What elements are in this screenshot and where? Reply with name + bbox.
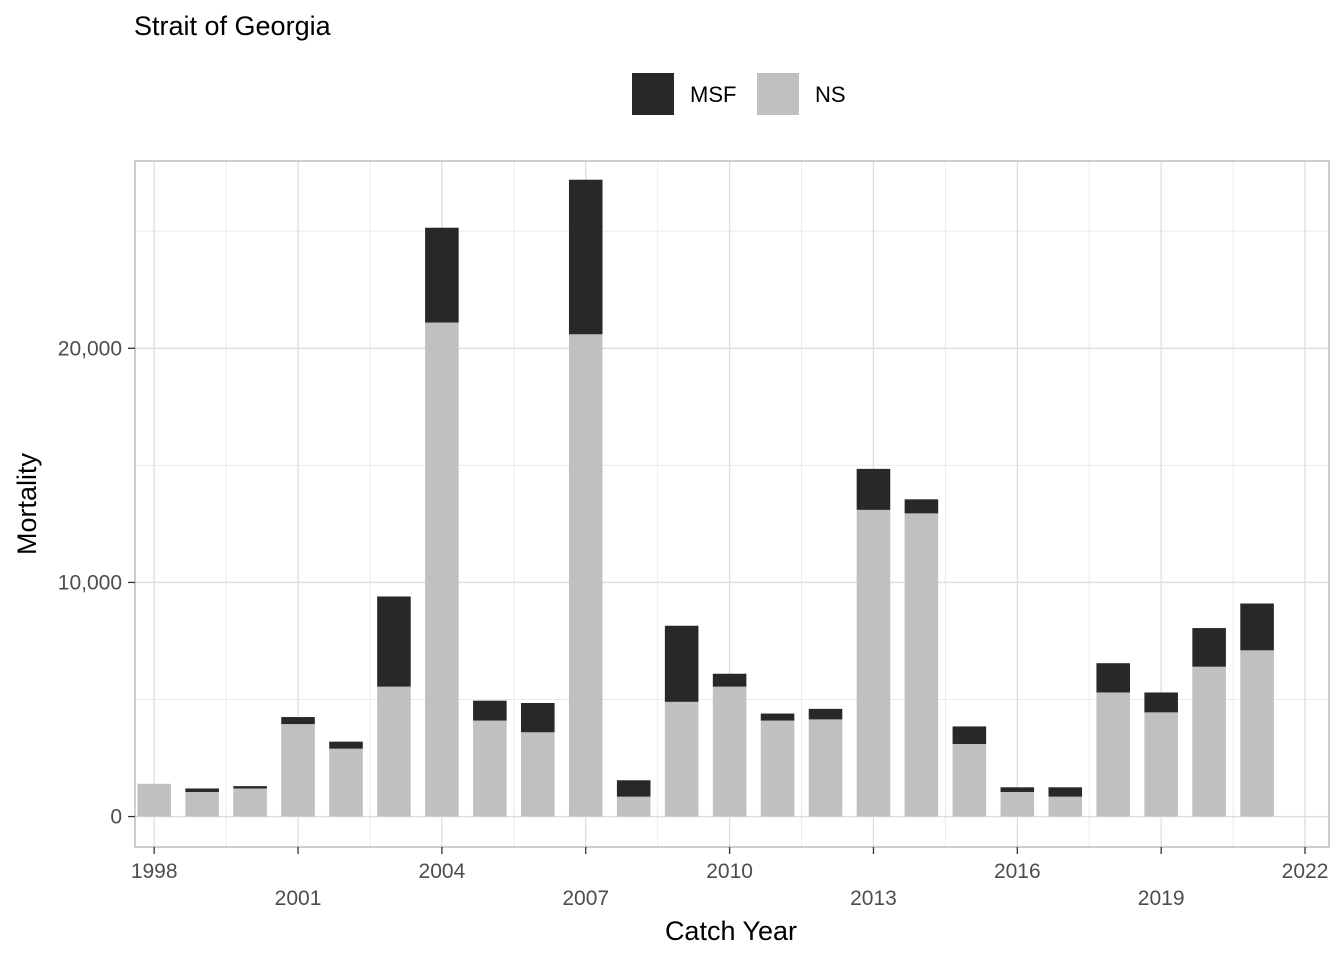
- bar-msf-2001: [281, 717, 315, 725]
- x-tick-label: 2010: [706, 860, 753, 883]
- panel-border: [134, 160, 1330, 848]
- bar-msf-2002: [329, 741, 363, 749]
- bar-msf-2014: [904, 499, 939, 514]
- x-tick-label: 2019: [1138, 887, 1185, 910]
- bar-msf-2003: [377, 596, 411, 687]
- x-tick-label: 2022: [1282, 860, 1329, 883]
- chart-title: Strait of Georgia: [134, 11, 332, 41]
- x-tick-label: 2004: [419, 860, 466, 883]
- bar-msf-2018: [1096, 663, 1130, 693]
- bar-ns-2020: [1192, 666, 1226, 817]
- bar-msf-2013: [856, 468, 891, 510]
- bar-ns-2018: [1096, 692, 1130, 817]
- y-tick-label: 10,000: [58, 571, 122, 594]
- legend-label-msf: MSF: [690, 82, 736, 107]
- x-tick-label: 1998: [131, 860, 178, 883]
- bar-msf-2021: [1240, 603, 1274, 651]
- x-tick-label: 2007: [562, 887, 609, 910]
- bars: [137, 179, 1274, 817]
- y-tick-label: 20,000: [58, 337, 122, 360]
- bar-msf-2017: [1048, 787, 1083, 797]
- bar-ns-1999: [185, 791, 219, 817]
- bar-ns-2019: [1144, 712, 1178, 817]
- y-axis-title: Mortality: [12, 452, 42, 555]
- bar-ns-2021: [1240, 650, 1274, 817]
- bar-msf-2005: [473, 700, 507, 721]
- legend-key-ns: [757, 73, 799, 115]
- x-tick-label: 2013: [850, 887, 897, 910]
- bar-ns-2009: [664, 701, 699, 817]
- bar-msf-2010: [712, 673, 747, 687]
- bar-ns-2011: [760, 720, 795, 817]
- bar-ns-2002: [329, 748, 363, 817]
- bar-ns-2000: [233, 788, 267, 817]
- bar-msf-2008: [616, 780, 651, 797]
- bar-ns-2013: [856, 509, 891, 817]
- y-tick-label: 0: [110, 806, 122, 829]
- plot-panel: [134, 160, 1330, 848]
- bar-msf-2012: [808, 708, 843, 720]
- bar-ns-2017: [1048, 796, 1083, 817]
- bar-msf-2004: [425, 227, 459, 323]
- bar-msf-2016: [1000, 787, 1035, 792]
- y-axis: 0 10,000 20,000: [58, 337, 135, 829]
- bar-ns-2016: [1000, 791, 1035, 817]
- bar-msf-2006: [521, 703, 555, 733]
- bar-msf-2015: [952, 726, 987, 744]
- bar-msf-2020: [1192, 628, 1226, 667]
- legend-label-ns: NS: [815, 82, 846, 107]
- bar-ns-2012: [808, 719, 843, 817]
- bar-msf-2019: [1144, 692, 1178, 713]
- bar-ns-2005: [473, 720, 507, 817]
- bar-msf-2011: [760, 713, 795, 721]
- x-tick-label: 2016: [994, 860, 1041, 883]
- bar-ns-2015: [952, 743, 987, 817]
- bar-ns-2006: [521, 732, 555, 817]
- bar-ns-2003: [377, 686, 411, 817]
- bar-msf-2000: [233, 786, 267, 789]
- bar-ns-2001: [281, 724, 315, 817]
- x-axis: 1998 2001 2004 2007 2010 2013 2016 2019 2022: [131, 847, 1329, 910]
- x-axis-title: Catch Year: [665, 916, 797, 946]
- bar-msf-2007: [568, 179, 603, 335]
- bar-ns-2008: [616, 796, 651, 817]
- bar-ns-2007: [568, 334, 603, 817]
- bar-ns-2004: [425, 322, 459, 817]
- bar-msf-2009: [664, 625, 699, 702]
- grid-minor: [135, 161, 1329, 847]
- bar-msf-1999: [185, 788, 219, 792]
- bar-ns-2014: [904, 513, 939, 817]
- bar-ns-1998: [137, 783, 171, 817]
- legend-key-msf: [632, 73, 674, 115]
- legend: MSF NS: [632, 73, 846, 115]
- bar-ns-2010: [712, 686, 747, 817]
- x-tick-label: 2001: [275, 887, 322, 910]
